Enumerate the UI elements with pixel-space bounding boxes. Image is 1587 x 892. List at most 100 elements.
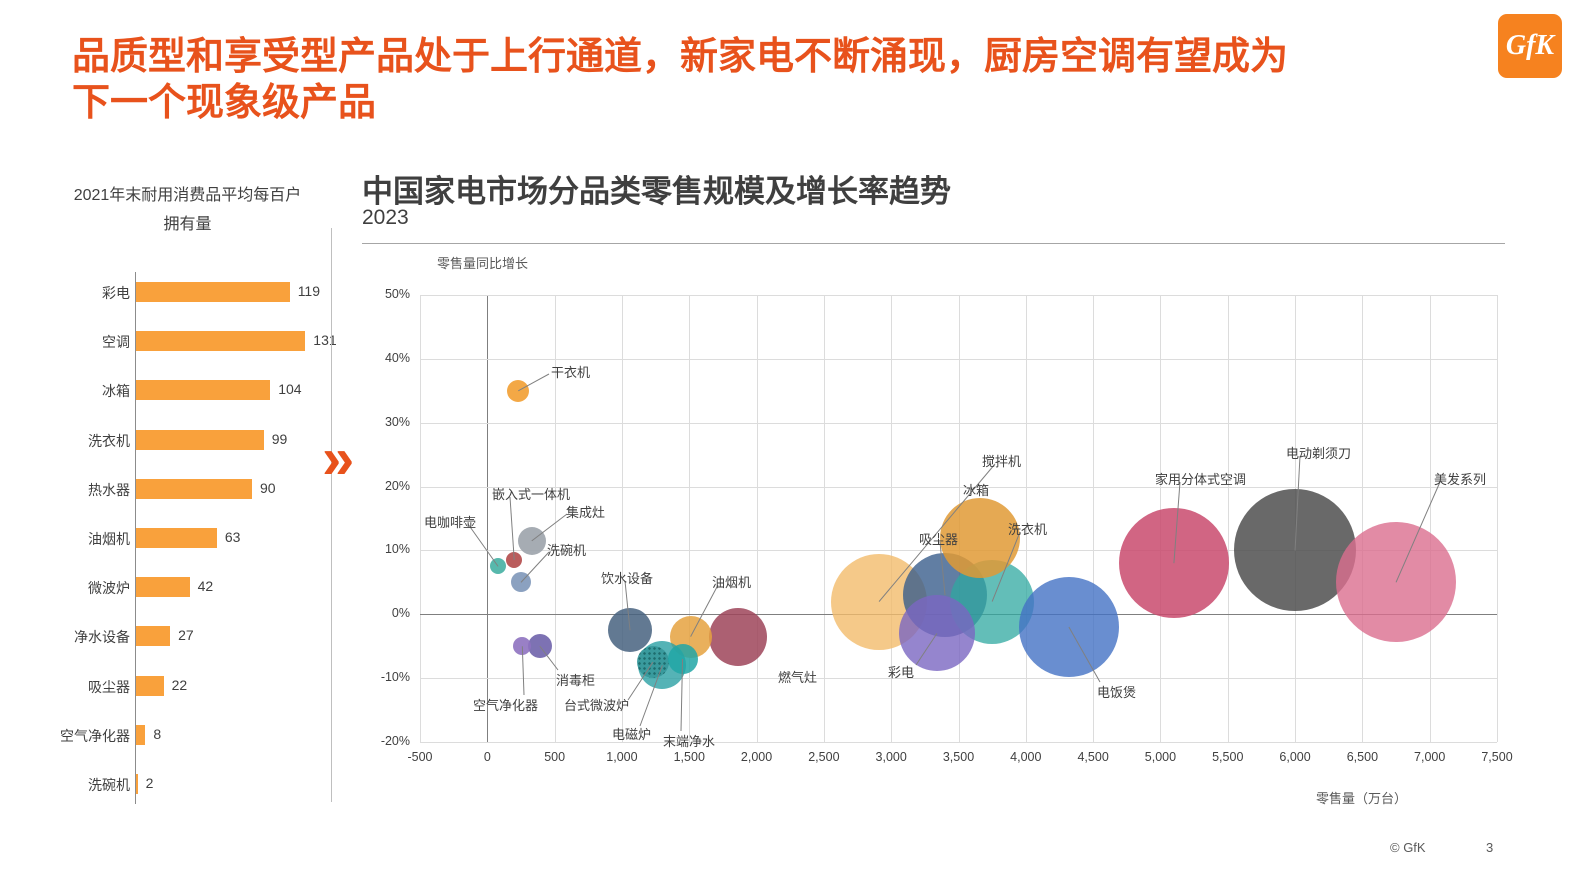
bar-value: 2 xyxy=(145,775,154,791)
bar-value: 131 xyxy=(313,332,337,349)
x-tick-label: 500 xyxy=(544,750,566,764)
x-tick-label: 1,500 xyxy=(673,750,705,764)
bar-category-label: 净水设备 xyxy=(74,629,130,646)
bubble-label: 油烟机 xyxy=(712,575,752,590)
bar-category-label: 热水器 xyxy=(88,481,130,498)
chart-bubble xyxy=(506,552,523,568)
chart-bubble xyxy=(636,646,669,679)
bubble-label: 末端净水 xyxy=(663,734,716,749)
footer-page-number: 3 xyxy=(1486,840,1494,855)
barchart-title: 2021年末耐用消费品平均每百户 拥有量 xyxy=(50,182,325,240)
bar-category-label: 洗碗机 xyxy=(88,777,130,793)
gridline-vertical xyxy=(1429,295,1431,742)
y-tick-label: 10% xyxy=(384,542,410,557)
chart-bubble xyxy=(517,526,546,555)
bar-value: 27 xyxy=(178,627,194,644)
gridline-vertical xyxy=(1362,295,1364,742)
bubble-label: 搅拌机 xyxy=(982,454,1022,469)
bubble-label: 干衣机 xyxy=(551,365,591,380)
bar-value: 119 xyxy=(297,283,321,299)
bubble-label: 饮水设备 xyxy=(601,571,654,586)
chart-bubble xyxy=(507,379,530,402)
x-tick-label: 6,000 xyxy=(1279,750,1311,764)
bar-category-label: 空气净化器 xyxy=(60,727,130,744)
chart-bubble xyxy=(513,637,532,656)
bar xyxy=(135,774,138,794)
gridline-horizontal xyxy=(420,678,1497,680)
bar xyxy=(135,577,190,598)
bar-category-label: 空调 xyxy=(102,334,130,351)
bar-value: 104 xyxy=(278,381,302,398)
chevron-right-icon: » xyxy=(322,426,355,491)
bar-category-label: 微波炉 xyxy=(88,580,130,597)
gridline-horizontal xyxy=(420,742,1497,743)
barchart-title-line-1: 2021年末耐用消费品平均每百户 xyxy=(73,187,302,204)
chart-bubble xyxy=(667,643,698,674)
bar-value: 99 xyxy=(271,430,288,447)
y-tick-label: -10% xyxy=(380,670,410,685)
bubble-label: 燃气灶 xyxy=(778,670,818,685)
bubble-label: 集成灶 xyxy=(566,505,606,520)
x-tick-label: 7,500 xyxy=(1481,750,1513,764)
footer-copyright: © GfK xyxy=(1390,840,1426,855)
chart-bubble xyxy=(898,595,975,672)
x-tick-label: 1,000 xyxy=(606,750,638,764)
x-tick-label: 0 xyxy=(483,750,491,764)
gridline-horizontal xyxy=(420,422,1497,424)
gridline-vertical xyxy=(823,295,825,742)
bar xyxy=(135,380,271,401)
bubble-label: 洗碗机 xyxy=(547,543,587,558)
x-tick-label: -500 xyxy=(407,750,433,764)
bubble-label: 电磁炉 xyxy=(612,727,652,742)
y-tick-label: 0% xyxy=(391,606,410,621)
y-tick-label: 50% xyxy=(384,287,410,301)
x-tick-label: 3,500 xyxy=(942,750,975,764)
x-tick-label: 7,000 xyxy=(1414,750,1446,764)
gridline-vertical xyxy=(1093,295,1095,742)
gridline-vertical xyxy=(689,295,691,742)
bar-category-label: 彩电 xyxy=(102,285,130,301)
bar-value: 90 xyxy=(260,479,276,496)
y-axis-line xyxy=(487,295,489,742)
page-title-line-2: 下一个现象级产品 xyxy=(72,82,377,125)
y-axis-title: 零售量同比增长 xyxy=(437,256,529,271)
gridline-vertical xyxy=(756,295,758,742)
ownership-bar-chart: 彩电 119 空调 131 冰箱 104 洗衣机 99 热水器 90 油烟机 63 微波炉 42 净水设备 2… xyxy=(40,272,350,817)
bar-value: 8 xyxy=(153,725,162,742)
bubble-label: 吸尘器 xyxy=(919,532,959,547)
chart-bubble xyxy=(527,634,552,659)
chart-bubble xyxy=(490,558,507,575)
bubble-label: 彩电 xyxy=(888,665,915,680)
chart-divider-line xyxy=(362,243,1505,244)
page-title-line-1: 品质型和享受型产品处于上行通道，新家电不断涌现，厨房空调有望成为 xyxy=(72,36,1289,78)
chart-bubble xyxy=(1018,577,1119,678)
gridline-horizontal xyxy=(420,486,1497,488)
bubble-label: 嵌入式一体机 xyxy=(492,487,571,502)
bar xyxy=(135,528,217,548)
bar xyxy=(135,626,171,647)
y-tick-label: 30% xyxy=(384,414,410,429)
x-tick-label: 5,500 xyxy=(1212,750,1244,764)
bubble-label: 电饭煲 xyxy=(1097,685,1137,700)
chart-bubble xyxy=(708,607,767,666)
vertical-divider xyxy=(331,228,332,802)
chart-bubble xyxy=(1118,508,1229,619)
bubble-label: 冰箱 xyxy=(963,483,990,498)
barchart-axis-line xyxy=(135,272,136,804)
bubble-chart-title: 中国家电市场分品类零售规模及增长率趋势 xyxy=(362,174,951,209)
bar-category-label: 吸尘器 xyxy=(88,678,130,695)
gfk-logo: GfK xyxy=(1498,14,1562,78)
bubble-label: 台式微波炉 xyxy=(564,698,630,713)
bubble-label: 空气净化器 xyxy=(473,698,539,713)
bubble-label: 电动剃须刀 xyxy=(1286,446,1352,461)
x-tick-label: 3,000 xyxy=(875,750,907,764)
bar xyxy=(135,478,252,499)
chart-bubble xyxy=(608,608,652,653)
gridline-vertical xyxy=(420,295,421,742)
bar xyxy=(135,282,290,302)
bar-category-label: 冰箱 xyxy=(102,383,130,400)
bar xyxy=(135,675,164,696)
x-axis-title: 零售量（万台） xyxy=(1316,791,1408,806)
gridline-vertical xyxy=(1497,295,1498,742)
